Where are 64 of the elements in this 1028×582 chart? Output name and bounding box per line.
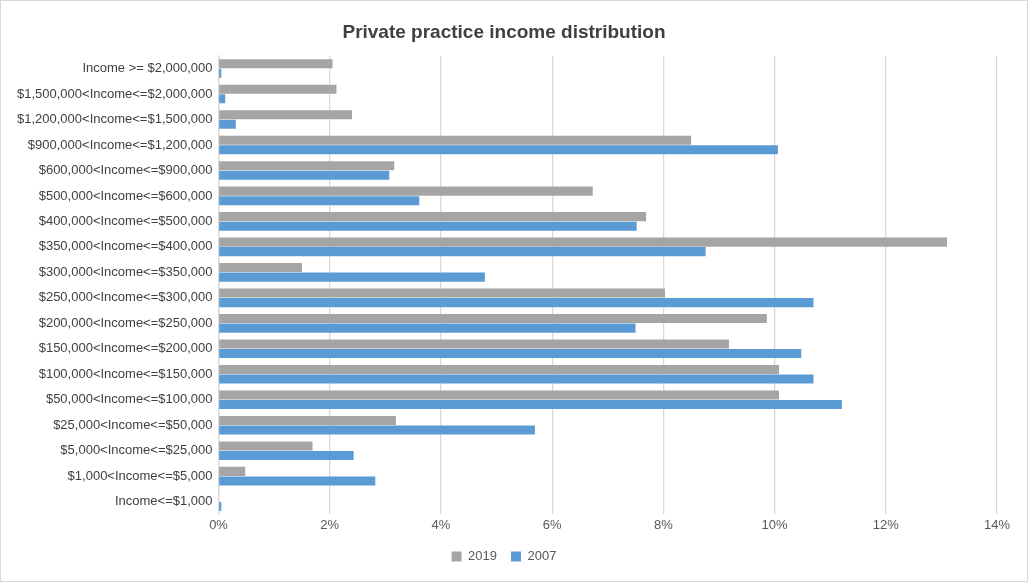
bar bbox=[219, 119, 236, 129]
bar bbox=[219, 374, 814, 384]
y-tick-label: $200,000<Income<=$250,000 bbox=[38, 314, 213, 330]
bar bbox=[219, 196, 420, 206]
x-tick-label: 4% bbox=[431, 516, 451, 532]
bar bbox=[219, 263, 302, 273]
x-tick-label: 0% bbox=[209, 516, 229, 532]
bar bbox=[219, 212, 647, 222]
bar bbox=[219, 450, 354, 461]
y-tick-label: $250,000<Income<=$300,000 bbox=[38, 289, 213, 305]
y-tick-label: $500,000<Income<=$600,000 bbox=[38, 187, 213, 203]
bar bbox=[219, 390, 780, 400]
bar bbox=[219, 415, 396, 425]
bar bbox=[219, 170, 390, 180]
y-tick-label: $1,200,000<Income<=$1,500,000 bbox=[16, 111, 213, 127]
y-tick-label: $600,000<Income<=$900,000 bbox=[38, 162, 213, 178]
bar bbox=[219, 237, 947, 247]
bar bbox=[219, 349, 802, 359]
x-tick-label: 14% bbox=[983, 516, 1011, 532]
bar bbox=[219, 314, 767, 324]
bar bbox=[219, 323, 636, 333]
x-tick-label: 10% bbox=[761, 516, 789, 532]
bar bbox=[219, 298, 814, 308]
bar bbox=[219, 466, 246, 476]
y-tick-label: $1,500,000<Income<=$2,000,000 bbox=[16, 85, 213, 101]
y-tick-label: $25,000<Income<=$50,000 bbox=[53, 416, 213, 432]
bar bbox=[219, 94, 226, 104]
bar bbox=[219, 364, 780, 375]
bar bbox=[219, 84, 337, 94]
bar bbox=[219, 68, 222, 78]
bar bbox=[219, 221, 637, 231]
y-tick-label: $300,000<Income<=$350,000 bbox=[38, 263, 213, 279]
bar bbox=[219, 247, 706, 257]
legend-label: 2019 bbox=[468, 548, 497, 564]
x-tick-label: 2% bbox=[320, 516, 340, 532]
bar bbox=[219, 501, 222, 511]
bar bbox=[219, 339, 729, 349]
chart-title: Private practice income distribution bbox=[342, 20, 666, 42]
y-tick-label: $400,000<Income<=$500,000 bbox=[38, 212, 213, 228]
bar bbox=[219, 441, 313, 451]
bar bbox=[219, 110, 352, 120]
y-tick-label: $100,000<Income<=$150,000 bbox=[38, 365, 213, 381]
bar bbox=[219, 272, 485, 282]
bar bbox=[219, 59, 333, 69]
legend-label: 2007 bbox=[527, 548, 557, 564]
y-tick-label: $1,000<Income<=$5,000 bbox=[67, 467, 213, 483]
bar bbox=[219, 399, 842, 410]
y-tick-label: Income >= $2,000,000 bbox=[82, 60, 213, 76]
bar bbox=[219, 288, 666, 298]
bar bbox=[219, 186, 593, 196]
y-tick-label: $150,000<Income<=$200,000 bbox=[38, 340, 213, 356]
y-tick-label: $350,000<Income<=$400,000 bbox=[38, 238, 213, 254]
bar bbox=[219, 135, 692, 145]
y-tick-label: $5,000<Income<=$25,000 bbox=[60, 442, 213, 458]
bar bbox=[219, 161, 395, 171]
bar bbox=[219, 476, 376, 486]
x-tick-label: 12% bbox=[872, 516, 900, 532]
x-tick-label: 8% bbox=[653, 516, 674, 532]
x-tick-label: 6% bbox=[542, 516, 562, 532]
bar bbox=[219, 425, 535, 435]
y-tick-label: $900,000<Income<=$1,200,000 bbox=[27, 136, 213, 152]
y-tick-label: Income<=$1,000 bbox=[114, 493, 213, 509]
y-tick-label: $50,000<Income<=$100,000 bbox=[45, 391, 213, 407]
bar bbox=[219, 145, 778, 155]
